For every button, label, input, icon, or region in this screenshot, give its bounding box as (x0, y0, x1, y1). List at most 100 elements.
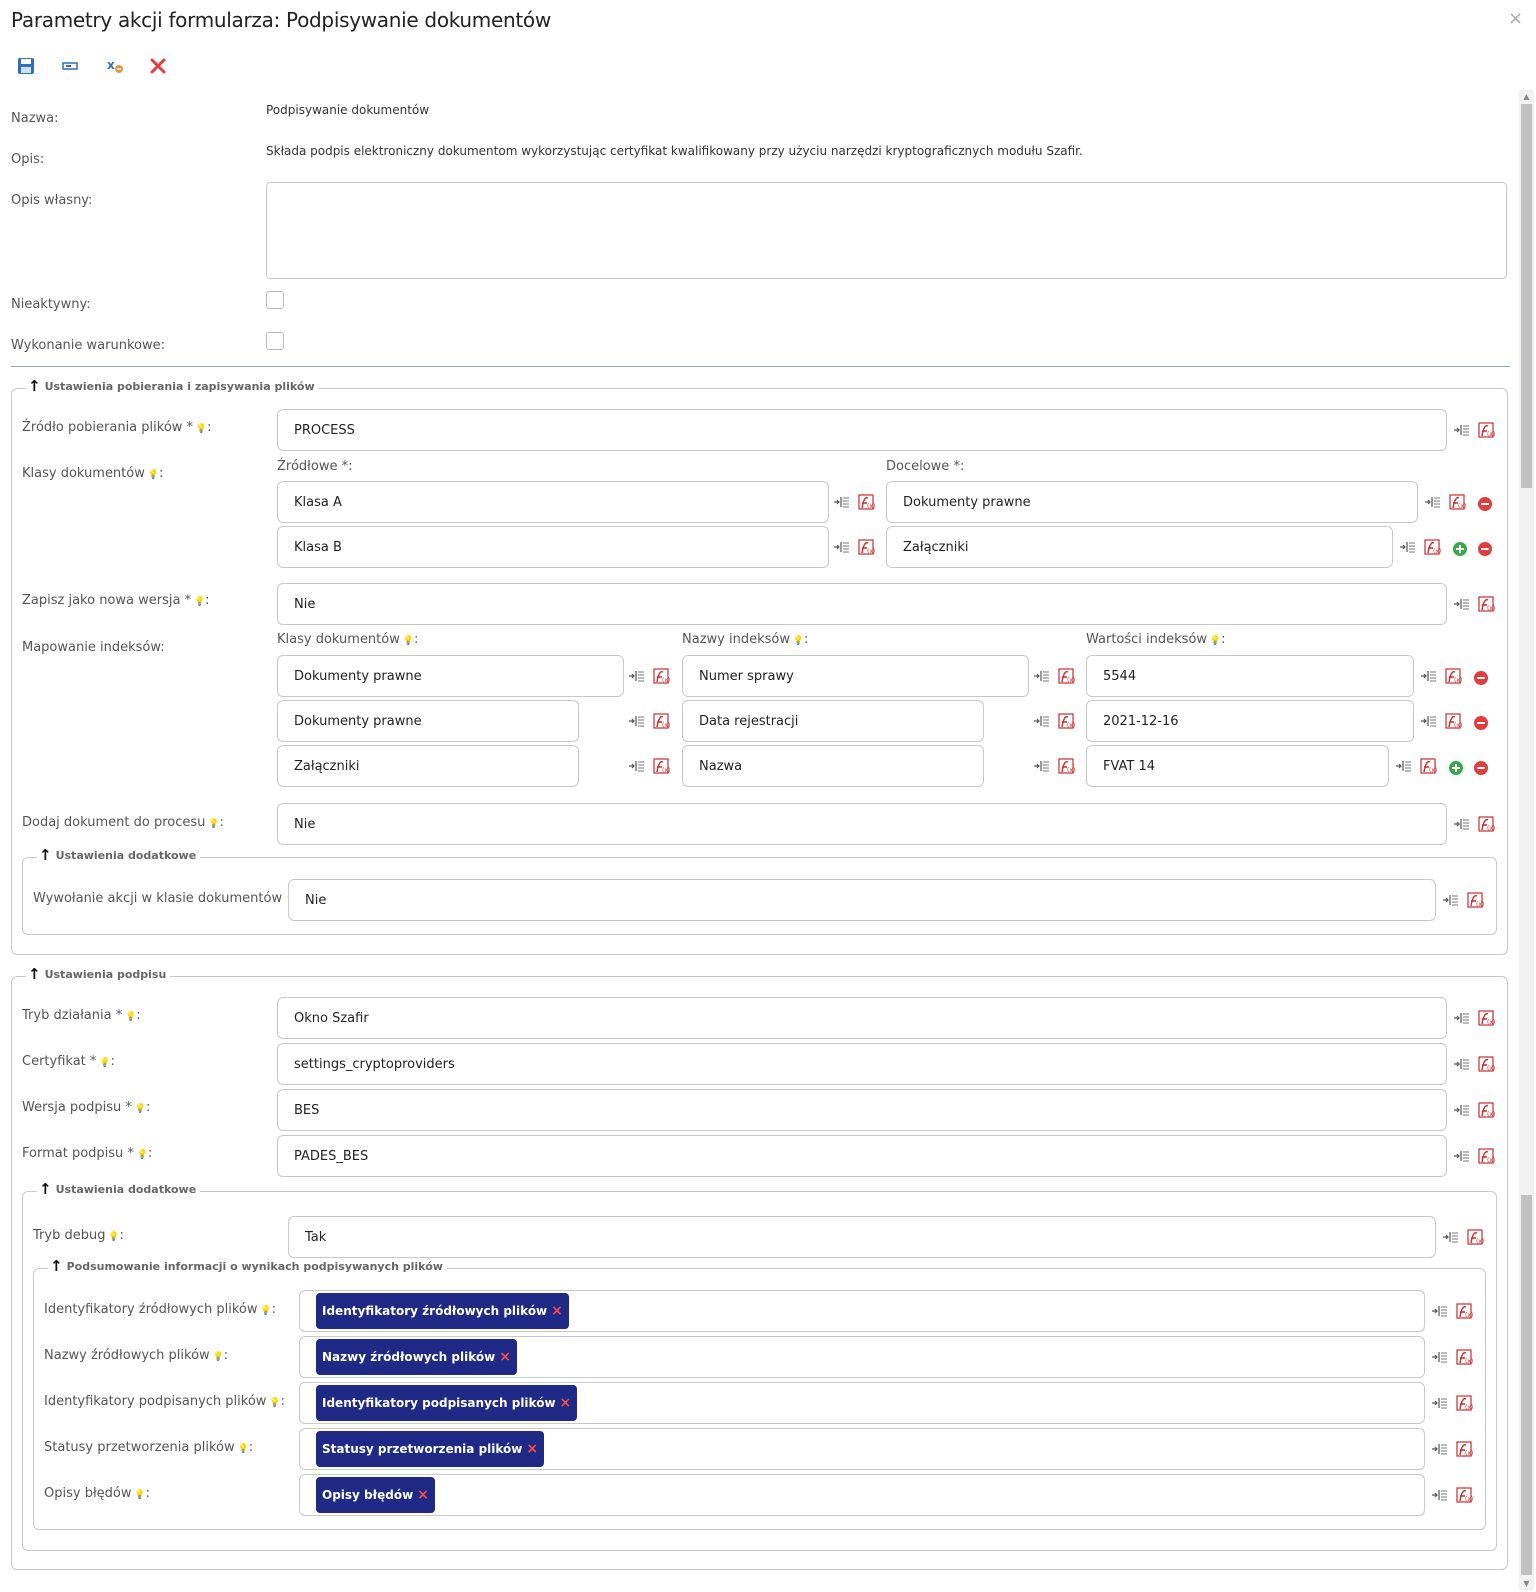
variable-tag[interactable]: Statusy przetworzenia plików × (316, 1431, 545, 1467)
expression-icon[interactable]: (x) (1056, 711, 1076, 731)
mapping-index-value-field[interactable]: 5544 (1086, 655, 1414, 697)
collapse-arrow-icon[interactable]: ↑ (28, 965, 41, 983)
expression-icon[interactable]: (x) (1476, 814, 1496, 834)
close-icon[interactable]: × (1508, 8, 1524, 29)
expression-icon[interactable]: (x) (1422, 537, 1442, 557)
expression-icon[interactable]: (x) (1465, 890, 1485, 910)
insert-field-icon[interactable] (1441, 890, 1461, 910)
mapping-class-field[interactable]: Załączniki (277, 745, 579, 787)
mode-field[interactable]: Okno Szafir (277, 997, 1447, 1039)
remove-icon[interactable] (1475, 539, 1495, 559)
expression-icon[interactable]: (x) (651, 756, 671, 776)
collapse-arrow-icon[interactable]: ↑ (39, 1180, 52, 1198)
bulb-icon[interactable]: 💡 (96, 1058, 111, 1068)
expression-icon[interactable]: (x) (1056, 666, 1076, 686)
action-call-field[interactable]: Nie (288, 879, 1436, 921)
insert-field-icon[interactable] (1430, 1301, 1450, 1321)
expression-icon[interactable]: (x) (1454, 1439, 1474, 1459)
bulb-icon[interactable]: 💡 (144, 470, 159, 480)
signature-version-field[interactable]: BES (277, 1089, 1447, 1131)
own-description-textarea[interactable] (266, 182, 1507, 279)
add-document-field[interactable]: Nie (277, 803, 1447, 845)
expression-icon[interactable]: (x) (1454, 1393, 1474, 1413)
remove-icon[interactable] (1471, 668, 1491, 688)
insert-field-icon[interactable] (1452, 420, 1472, 440)
insert-field-icon[interactable] (1430, 1485, 1450, 1505)
remove-icon[interactable] (1475, 494, 1495, 514)
insert-field-icon[interactable] (1452, 1100, 1472, 1120)
source-class-field[interactable]: Klasa A (277, 481, 829, 523)
insert-field-icon[interactable] (627, 756, 647, 776)
insert-field-icon[interactable] (627, 666, 647, 686)
remove-tag-icon[interactable]: × (551, 1303, 563, 1319)
expression-icon[interactable]: (x) (1476, 1100, 1496, 1120)
expression-icon[interactable]: (x) (1476, 420, 1496, 440)
scrollbar-thumb-lower[interactable] (1521, 1195, 1532, 1575)
expression-icon[interactable]: (x) (651, 711, 671, 731)
expression-icon[interactable]: (x) (856, 537, 876, 557)
bulb-icon[interactable]: 💡 (193, 424, 208, 434)
bulb-icon[interactable]: 💡 (131, 1104, 146, 1114)
bulb-icon[interactable]: 💡 (234, 1444, 249, 1454)
bulb-icon[interactable]: 💡 (122, 1012, 137, 1022)
conditional-checkbox[interactable] (266, 332, 284, 350)
insert-field-icon[interactable] (1452, 594, 1472, 614)
bulb-icon[interactable]: 💡 (399, 636, 414, 646)
bulb-icon[interactable]: 💡 (131, 1490, 146, 1500)
insert-field-icon[interactable] (627, 711, 647, 731)
summary-field[interactable]: Opisy błędów × (299, 1474, 1425, 1516)
insert-field-icon[interactable] (1452, 814, 1472, 834)
bulb-icon[interactable]: 💡 (133, 1150, 148, 1160)
remove-icon[interactable] (1471, 713, 1491, 733)
insert-field-icon[interactable] (1430, 1347, 1450, 1367)
remove-tag-icon[interactable]: × (559, 1395, 572, 1411)
expression-icon[interactable]: (x) (1476, 594, 1496, 614)
remove-icon[interactable] (1471, 758, 1491, 778)
files-extra-legend[interactable]: ↑ Ustawienia dodatkowe (37, 846, 201, 864)
summary-field[interactable]: Identyfikatory podpisanych plików × (299, 1382, 1425, 1424)
expression-icon[interactable]: (x) (1465, 1227, 1485, 1247)
insert-field-icon[interactable] (1452, 1054, 1472, 1074)
insert-field-icon[interactable] (1419, 711, 1439, 731)
mapping-index-value-field[interactable]: 2021-12-16 (1086, 700, 1414, 742)
expression-icon[interactable]: (x) (856, 492, 876, 512)
insert-field-icon[interactable] (1423, 492, 1443, 512)
expression-icon[interactable]: (x) (1443, 711, 1463, 731)
remove-tag-icon[interactable]: × (526, 1441, 539, 1457)
source-class-field[interactable]: Klasa B (277, 526, 829, 568)
delete-icon[interactable] (148, 56, 168, 76)
expression-icon[interactable]: (x) (1454, 1301, 1474, 1321)
insert-field-icon[interactable] (832, 492, 852, 512)
insert-field-icon[interactable] (1032, 666, 1052, 686)
add-icon[interactable] (1446, 758, 1466, 778)
expression-icon[interactable]: (x) (1476, 1054, 1496, 1074)
bulb-icon[interactable]: 💡 (191, 597, 206, 607)
bulb-icon[interactable]: 💡 (1207, 636, 1222, 646)
expression-icon[interactable]: (x) (1476, 1008, 1496, 1028)
remove-tag-icon[interactable]: × (499, 1349, 511, 1365)
expression-icon[interactable]: (x) (1454, 1347, 1474, 1367)
bulb-icon[interactable]: 💡 (789, 636, 805, 646)
mapping-index-name-field[interactable]: Numer sprawy (682, 655, 1029, 697)
mapping-class-field[interactable]: Dokumenty prawne (277, 655, 624, 697)
insert-field-icon[interactable] (1441, 1227, 1461, 1247)
bulb-icon[interactable]: 💡 (257, 1306, 272, 1316)
inactive-checkbox[interactable] (266, 291, 284, 309)
scrollbar-thumb[interactable] (1521, 104, 1532, 488)
field-icon[interactable] (60, 56, 80, 76)
scroll-up-icon[interactable]: ▲ (1523, 92, 1530, 101)
mapping-index-name-field[interactable]: Data rejestracji (682, 700, 984, 742)
insert-field-icon[interactable] (1032, 711, 1052, 731)
scroll-down-icon[interactable]: ▼ (1523, 1579, 1530, 1588)
source-field[interactable]: PROCESS (277, 409, 1447, 451)
bulb-icon[interactable]: 💡 (266, 1398, 281, 1408)
expression-icon[interactable]: (x) (1476, 1146, 1496, 1166)
collapse-arrow-icon[interactable]: ↑ (39, 846, 52, 864)
mapping-index-value-field[interactable]: FVAT 14 (1086, 745, 1389, 787)
insert-field-icon[interactable] (1452, 1146, 1472, 1166)
summary-legend[interactable]: ↑ Podsumowanie informacji o wynikach podp… (48, 1257, 447, 1275)
expression-icon[interactable]: (x) (651, 666, 671, 686)
add-icon[interactable] (1450, 539, 1470, 559)
collapse-arrow-icon[interactable]: ↑ (50, 1257, 63, 1275)
bulb-icon[interactable]: 💡 (205, 819, 220, 829)
